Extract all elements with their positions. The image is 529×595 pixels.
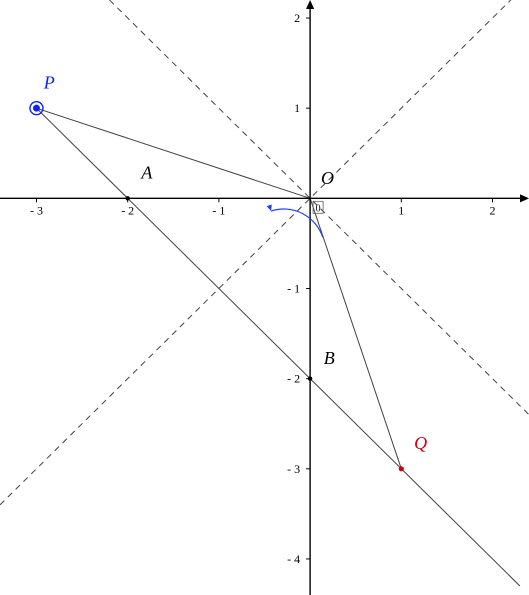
y-tick-label: - 3	[287, 462, 300, 476]
label-B: B	[324, 348, 335, 368]
y-tick-label: - 1	[287, 281, 300, 295]
y-axis-arrow	[306, 0, 314, 9]
label-A: A	[140, 162, 153, 182]
label-Q: Q	[414, 433, 427, 453]
point-P	[33, 105, 40, 112]
x-tick-label: - 2	[121, 203, 134, 217]
x-tick-label: - 1	[212, 203, 225, 217]
point-Q	[399, 466, 404, 471]
point-A	[125, 196, 129, 200]
x-tick-label: - 3	[30, 203, 43, 217]
point-B	[308, 376, 312, 380]
y-tick-label: - 2	[287, 372, 300, 386]
diagonal-line	[0, 0, 529, 415]
angle-arc-arrow	[267, 204, 272, 211]
x-axis-arrow	[520, 194, 529, 202]
origin-label: 0	[316, 203, 321, 214]
segment	[36, 108, 310, 198]
label-O: O	[321, 168, 334, 188]
coordinate-plot: - 3 - 2 - 1 1 2 - 4 - 3 - 2 - 1 1 2 0 P A O B Q	[0, 0, 529, 595]
segment	[36, 108, 519, 586]
x-tick-label: 2	[490, 203, 496, 217]
y-tick-label: 2	[294, 11, 300, 25]
diagonal-line	[0, 0, 511, 505]
x-tick-label: 1	[398, 203, 404, 217]
y-tick-label: 1	[294, 101, 300, 115]
plot-svg: - 3 - 2 - 1 1 2 - 4 - 3 - 2 - 1 1 2 0 P A O B Q	[0, 0, 529, 595]
y-tick-label: - 4	[287, 552, 300, 566]
segment	[310, 198, 401, 468]
label-P: P	[43, 72, 55, 92]
